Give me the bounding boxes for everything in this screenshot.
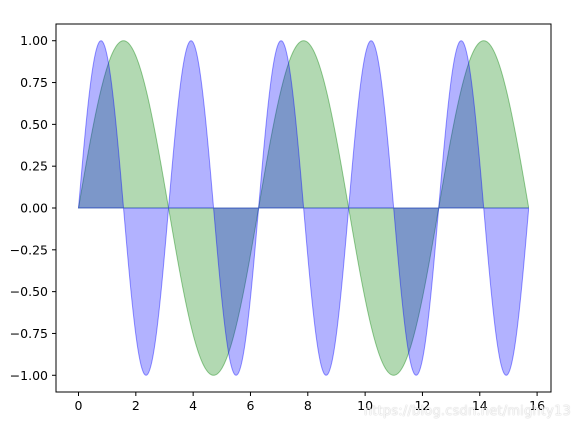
plot-frame xyxy=(55,23,552,393)
x-tick-label: 0 xyxy=(75,398,83,413)
x-tick-label: 8 xyxy=(304,398,312,413)
x-tick-label: 10 xyxy=(357,398,373,413)
y-tick-label: 0.25 xyxy=(20,159,48,174)
series-fill-1 xyxy=(77,40,529,376)
watermark: https://blog.csdn.net/mighty13 xyxy=(363,404,571,419)
series-fill-0 xyxy=(77,40,529,376)
x-tick-label: 6 xyxy=(246,398,254,413)
axes-layer: 0 2 4 6 8 10 12 14 16 −1.00 −0.75 −0.50 −0.25 0.00 0.2… xyxy=(10,33,545,413)
y-tick-label: 1.00 xyxy=(20,33,48,48)
y-tick-label: 0.50 xyxy=(20,117,48,132)
y-tick-label: −1.00 xyxy=(10,368,48,383)
y-tick-label: −0.75 xyxy=(10,326,48,341)
x-tick-label: 16 xyxy=(529,398,545,413)
x-tick-label: 14 xyxy=(472,398,488,413)
y-tick-label: 0.75 xyxy=(20,75,48,90)
y-tick-label: 0.00 xyxy=(20,201,48,216)
x-tick-label: 12 xyxy=(414,398,430,413)
plot-background xyxy=(56,24,551,392)
series-layer xyxy=(77,40,529,376)
x-tick-label: 4 xyxy=(189,398,197,413)
y-tick-label: −0.50 xyxy=(10,284,48,299)
y-tick-label: −0.25 xyxy=(10,242,48,257)
x-tick-label: 2 xyxy=(132,398,140,413)
